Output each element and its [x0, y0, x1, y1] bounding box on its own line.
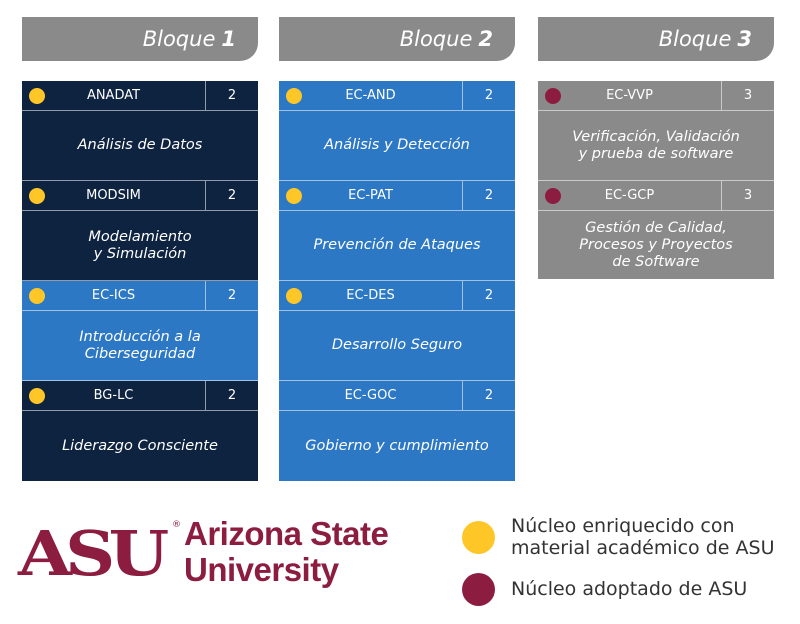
block-2-header: Bloque 2: [279, 17, 515, 61]
block-3-courses: EC-VVP 3 Verificación, Validación y prueba…: [538, 81, 774, 279]
asu-wordmark: Arizona State University: [184, 515, 389, 588]
course-code-cell: EC-GCP: [538, 181, 721, 210]
block-2-label: Bloque: [399, 27, 473, 51]
asu-logo-mark: ASU: [18, 517, 169, 590]
course-code: EC-PAT: [348, 188, 393, 203]
course-name: Desarrollo Seguro: [279, 311, 515, 381]
course-code-row: EC-VVP 3: [538, 81, 774, 111]
course-code-row: ANADAT 2: [22, 81, 258, 111]
asu-adopted-dot-icon: [545, 88, 561, 104]
course-name: Liderazgo Consciente: [62, 437, 218, 454]
legend-item-enriched: Núcleo enriquecido con material académic…: [462, 514, 774, 560]
block-2-courses: EC-AND 2 Análisis y Detección EC-PAT 2 Preven…: [279, 81, 515, 481]
course-code-row: MODSIM 2: [22, 181, 258, 211]
course-code-cell: EC-VVP: [538, 81, 721, 110]
registered-mark: ®: [172, 520, 181, 530]
course-code: EC-AND: [345, 88, 396, 103]
course-code: BG-LC: [93, 388, 134, 403]
legend-adopted-text: Núcleo adoptado de ASU: [511, 578, 748, 600]
course-code-row: EC-PAT 2: [279, 181, 515, 211]
block-3-number: 3: [737, 27, 752, 51]
asu-enriched-dot-icon: [286, 288, 302, 304]
block-2-number: 2: [478, 27, 493, 51]
course-code-row: EC-AND 2: [279, 81, 515, 111]
course-credits: 2: [462, 181, 515, 210]
block-1-label: Bloque: [142, 27, 216, 51]
course-code: EC-ICS: [91, 288, 136, 303]
course-card: ANADAT 2 Análisis de Datos: [22, 81, 258, 181]
asu-enriched-dot-icon: [286, 188, 302, 204]
course-credits: 3: [721, 81, 774, 110]
course-code-cell: EC-DES: [279, 281, 462, 310]
course-card: EC-AND 2 Análisis y Detección: [279, 81, 515, 181]
course-name: Prevención de Ataques: [279, 211, 515, 281]
course-code-cell: EC-PAT: [279, 181, 462, 210]
course-card: EC-PAT 2 Prevención de Ataques: [279, 181, 515, 281]
course-code: EC-VVP: [606, 88, 653, 103]
course-name: Verificación, Validación y prueba de sof…: [538, 111, 774, 181]
block-1-number: 1: [221, 27, 236, 51]
course-credits: 2: [462, 281, 515, 310]
asu-enriched-dot-icon: [286, 88, 302, 104]
asu-enriched-dot-icon: [29, 288, 45, 304]
course-credits: 2: [462, 81, 515, 110]
course-code: ANADAT: [86, 88, 141, 103]
course-card: EC-DES 2 Desarrollo Seguro: [279, 281, 515, 381]
legend-maroon-dot: [462, 572, 495, 606]
asu-adopted-dot-icon: [545, 188, 561, 204]
legend-item-adopted: Núcleo adoptado de ASU: [462, 572, 747, 606]
course-name: Análisis de Datos: [22, 111, 258, 181]
legend-gold-dot: [462, 520, 495, 554]
course-card: EC-ICS 2 Introducción a la Ciberseguridad: [22, 281, 258, 381]
block-3-label: Bloque: [658, 27, 732, 51]
asu-enriched-dot-icon: [29, 188, 45, 204]
course-name: Gobierno y cumplimiento: [305, 437, 489, 454]
course-code-row: EC-DES 2: [279, 281, 515, 311]
course-code-cell: EC-GOC: [279, 381, 462, 410]
course-code-cell: EC-ICS: [22, 281, 205, 310]
course-code-row: EC-GCP 3: [538, 181, 774, 211]
course-code-cell: EC-AND: [279, 81, 462, 110]
course-card: EC-VVP 3 Verificación, Validación y prueba…: [538, 81, 774, 181]
course-code: EC-DES: [346, 288, 395, 303]
course-credits: 2: [205, 181, 258, 210]
course-card: BG-LC 2 Liderazgo Consciente: [22, 381, 258, 481]
block-3-header: Bloque 3: [538, 17, 774, 61]
course-credits: 2: [205, 281, 258, 310]
course-name: Modelamiento y Simulación: [22, 211, 258, 281]
block-1-courses: ANADAT 2 Análisis de Datos MODSIM 2 Modelamie…: [22, 81, 258, 481]
course-code-cell: MODSIM: [22, 181, 205, 210]
course-code-row: EC-ICS 2: [22, 281, 258, 311]
course-code-cell: ANADAT: [22, 81, 205, 110]
course-card: MODSIM 2 Modelamiento y Simulación: [22, 181, 258, 281]
course-code: EC-GCP: [604, 188, 655, 203]
course-credits: 2: [205, 381, 258, 410]
course-code: EC-GOC: [344, 388, 397, 403]
course-name: Gestión de Calidad, Procesos y Proyectos…: [579, 219, 733, 270]
asu-enriched-dot-icon: [29, 88, 45, 104]
course-credits: 2: [462, 381, 515, 410]
course-code-row: BG-LC 2: [22, 381, 258, 411]
block-1-header: Bloque 1: [22, 17, 258, 61]
course-name: Introducción a la Ciberseguridad: [22, 311, 258, 381]
course-name: Análisis y Detección: [279, 111, 515, 181]
course-card: EC-GOC 2 Gobierno y cumplimiento: [279, 381, 515, 481]
asu-wordmark-line-1: Arizona State: [184, 515, 389, 552]
course-card: EC-GCP 3 Gestión de Calidad, Procesos y Pr…: [538, 181, 774, 279]
asu-wordmark-line-2: University: [184, 551, 339, 588]
asu-enriched-dot-icon: [29, 388, 45, 404]
legend-enriched-text: Núcleo enriquecido con material académic…: [511, 515, 775, 559]
course-code: MODSIM: [86, 188, 141, 203]
course-code-cell: BG-LC: [22, 381, 205, 410]
course-code-row: EC-GOC 2: [279, 381, 515, 411]
course-credits: 3: [721, 181, 774, 210]
course-credits: 2: [205, 81, 258, 110]
